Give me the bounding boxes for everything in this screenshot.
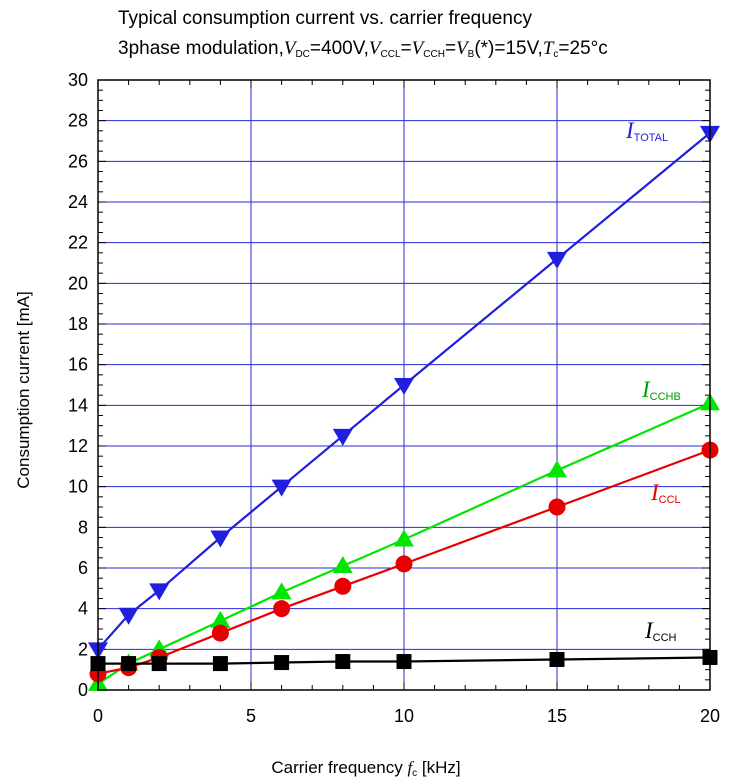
data-point bbox=[396, 654, 412, 670]
data-point bbox=[334, 577, 352, 595]
data-point bbox=[210, 530, 231, 548]
x-tick-label: 5 bbox=[246, 706, 256, 726]
data-point bbox=[395, 555, 413, 573]
plot-frame bbox=[97, 79, 711, 691]
y-tick-label: 0 bbox=[78, 680, 88, 700]
axis-ticks bbox=[97, 79, 711, 691]
data-point bbox=[149, 583, 170, 601]
series-cchb bbox=[88, 393, 720, 691]
series-layer bbox=[88, 125, 720, 691]
series-label-ccl: ICCL bbox=[651, 480, 681, 506]
data-point bbox=[271, 479, 292, 497]
data-point bbox=[394, 378, 414, 395]
data-point bbox=[210, 610, 231, 628]
y-tick-label: 8 bbox=[78, 517, 88, 537]
data-point bbox=[151, 656, 167, 672]
y-tick-label: 10 bbox=[68, 477, 88, 497]
y-tick-label: 18 bbox=[68, 314, 88, 334]
data-point bbox=[549, 652, 565, 667]
data-point bbox=[548, 498, 566, 516]
x-tick-label: 15 bbox=[547, 706, 567, 726]
y-tick-label: 20 bbox=[68, 273, 88, 293]
y-tick-label: 22 bbox=[68, 233, 88, 253]
data-point bbox=[211, 624, 229, 642]
y-tick-label: 28 bbox=[68, 111, 88, 131]
data-point bbox=[212, 656, 228, 672]
y-tick-label: 12 bbox=[68, 436, 88, 456]
data-point bbox=[547, 251, 567, 269]
data-point bbox=[335, 654, 351, 670]
series-label-cch: ICCH bbox=[645, 618, 677, 644]
data-point bbox=[332, 555, 353, 573]
data-point bbox=[547, 460, 567, 478]
data-point bbox=[273, 600, 291, 618]
data-point bbox=[332, 428, 353, 446]
y-tick-label: 14 bbox=[68, 395, 88, 415]
y-tick-label: 30 bbox=[68, 70, 88, 90]
data-point bbox=[274, 655, 290, 671]
x-tick-label: 0 bbox=[93, 706, 103, 726]
series-cch bbox=[90, 649, 718, 672]
series-label-total: ITOTAL bbox=[626, 118, 669, 144]
y-tick-label: 2 bbox=[78, 639, 88, 659]
data-point bbox=[121, 656, 137, 672]
x-tick-label: 20 bbox=[700, 706, 720, 726]
chart-subtitle: 3phase modulation,VDC=400V,VCCL=VCCH=VB(… bbox=[118, 38, 608, 60]
y-tick-label: 24 bbox=[68, 192, 88, 212]
series-label-cchb: ICCHB bbox=[642, 377, 681, 403]
y-tick-label: 6 bbox=[78, 558, 88, 578]
y-tick-label: 26 bbox=[68, 151, 88, 171]
chart-title: Typical consumption current vs. carrier … bbox=[118, 8, 532, 29]
data-point bbox=[271, 582, 292, 600]
data-point bbox=[394, 529, 414, 547]
y-tick-label: 4 bbox=[78, 599, 88, 619]
data-point bbox=[118, 607, 139, 625]
x-axis-label: Carrier frequency fc [kHz] bbox=[271, 758, 461, 779]
y-tick-label: 16 bbox=[68, 355, 88, 375]
x-tick-label: 10 bbox=[394, 706, 414, 726]
